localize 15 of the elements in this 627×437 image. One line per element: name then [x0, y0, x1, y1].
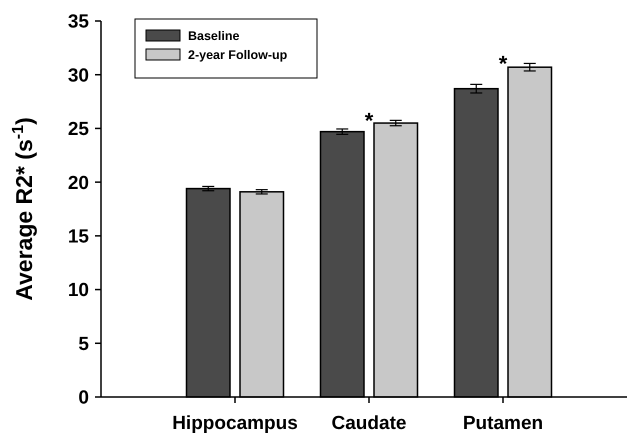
- y-tick-label: 5: [78, 334, 90, 355]
- annotation: *: [364, 108, 374, 133]
- x-tick-label: Hippocampus: [172, 413, 298, 434]
- y-tick-label: 35: [68, 12, 90, 33]
- x-tick-label: Caudate: [332, 413, 406, 434]
- y-tick-label: 25: [68, 119, 90, 140]
- legend-label: 2-year Follow-up: [188, 48, 288, 62]
- y-tick-label: 0: [78, 388, 89, 409]
- y-tick-label: 15: [68, 226, 90, 248]
- y-tick-label: 10: [68, 280, 89, 302]
- y-tick-label: 20: [68, 172, 89, 194]
- annotation: *: [498, 50, 508, 76]
- legend-label: Baseline: [188, 28, 240, 43]
- y-tick-label: 30: [68, 65, 89, 86]
- x-tick-label: Putamen: [462, 413, 544, 434]
